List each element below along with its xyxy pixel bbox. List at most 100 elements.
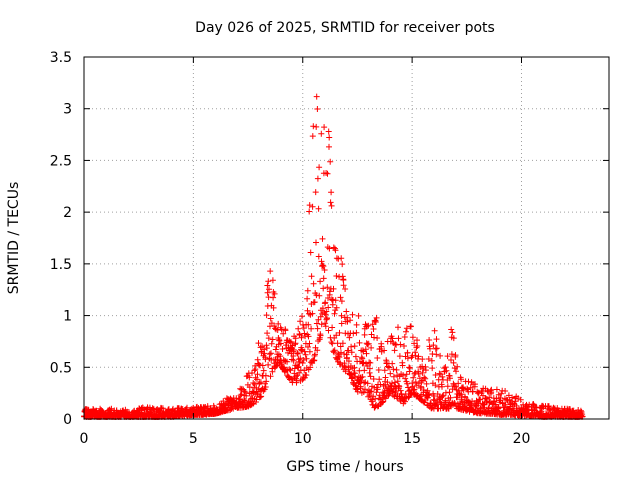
- data-point: [419, 356, 426, 363]
- data-point: [260, 367, 267, 374]
- data-point: [301, 348, 308, 355]
- data-point: [366, 365, 373, 372]
- data-point: [312, 189, 319, 196]
- data-point: [403, 371, 410, 378]
- data-point: [277, 353, 284, 360]
- data-point: [262, 356, 269, 363]
- data-point: [374, 355, 381, 361]
- data-point: [452, 383, 459, 390]
- data-point: [370, 376, 377, 382]
- data-point: [394, 378, 401, 385]
- data-point: [319, 262, 326, 269]
- data-point: [389, 360, 396, 367]
- y-tick-label: 3.5: [50, 50, 72, 66]
- y-axis-label: SRMTID / TECUs: [6, 182, 22, 295]
- data-point: [322, 320, 329, 327]
- data-point: [159, 405, 166, 412]
- data-point: [345, 347, 352, 354]
- data-point: [332, 297, 339, 304]
- data-point: [304, 287, 311, 294]
- data-point: [307, 364, 314, 371]
- data-point: [433, 351, 440, 358]
- data-point: [415, 371, 422, 377]
- data-point: [326, 245, 333, 252]
- data-point: [395, 324, 401, 331]
- data-point: [442, 389, 449, 396]
- data-point: [305, 344, 311, 350]
- data-point: [329, 324, 336, 331]
- data-point: [306, 202, 313, 209]
- x-tick-label: 5: [189, 431, 198, 447]
- data-point: [368, 388, 375, 395]
- data-point: [450, 335, 457, 342]
- data-point: [338, 255, 345, 262]
- data-point: [326, 143, 332, 150]
- data-point: [337, 343, 344, 350]
- data-point: [294, 364, 301, 371]
- data-point: [297, 355, 304, 362]
- data-point: [458, 376, 465, 383]
- data-point: [387, 370, 394, 377]
- data-point: [367, 388, 374, 395]
- data-point: [343, 308, 350, 315]
- data-point: [430, 342, 437, 349]
- data-point: [333, 273, 340, 279]
- data-point: [453, 368, 459, 375]
- data-point: [314, 325, 321, 332]
- data-point: [426, 337, 433, 343]
- y-tick-label: 1: [63, 309, 72, 325]
- data-point: [391, 379, 398, 386]
- data-point: [238, 391, 245, 398]
- data-point: [356, 339, 363, 346]
- data-point: [379, 399, 386, 406]
- data-point: [376, 376, 383, 383]
- data-point: [368, 344, 375, 351]
- data-point: [241, 388, 248, 395]
- data-point: [269, 336, 276, 343]
- data-point: [265, 278, 272, 285]
- data-point: [455, 380, 462, 387]
- data-point: [391, 347, 398, 354]
- tick-labels: 0 5 10 15 20 0 0.5 1 1.5 2 2.5 3 3.5: [50, 50, 531, 447]
- data-point: [432, 345, 439, 352]
- data-point: [184, 404, 190, 411]
- data-point: [389, 335, 396, 342]
- data-point: [433, 336, 440, 343]
- data-point: [300, 325, 307, 332]
- data-point: [429, 365, 436, 372]
- data-point: [322, 323, 329, 330]
- data-point: [404, 355, 411, 362]
- data-point: [313, 292, 320, 299]
- data-point: [448, 351, 455, 358]
- data-point: [303, 372, 310, 379]
- data-point: [340, 282, 347, 289]
- data-point: [505, 392, 512, 399]
- data-point: [394, 372, 401, 379]
- data-point: [267, 315, 274, 322]
- data-point: [338, 298, 345, 305]
- data-point: [310, 280, 317, 287]
- data-point: [299, 313, 305, 320]
- data-point: [321, 267, 328, 273]
- data-point: [349, 311, 356, 318]
- data-point: [270, 304, 277, 311]
- data-point: [425, 356, 432, 362]
- data-point: [328, 189, 335, 196]
- data-point: [502, 388, 509, 394]
- data-point: [317, 278, 324, 285]
- data-point: [427, 345, 433, 352]
- data-point: [422, 375, 429, 382]
- data-point: [493, 386, 500, 393]
- data-point: [259, 362, 266, 369]
- data-point: [380, 398, 387, 405]
- data-point: [384, 379, 391, 386]
- data-point: [328, 339, 335, 346]
- data-point: [414, 337, 420, 344]
- data-point: [312, 351, 318, 358]
- data-point: [268, 350, 274, 357]
- data-point: [310, 123, 317, 130]
- data-point: [336, 354, 343, 361]
- data-point: [338, 312, 345, 319]
- data-point: [326, 288, 333, 295]
- data-point: [341, 363, 348, 370]
